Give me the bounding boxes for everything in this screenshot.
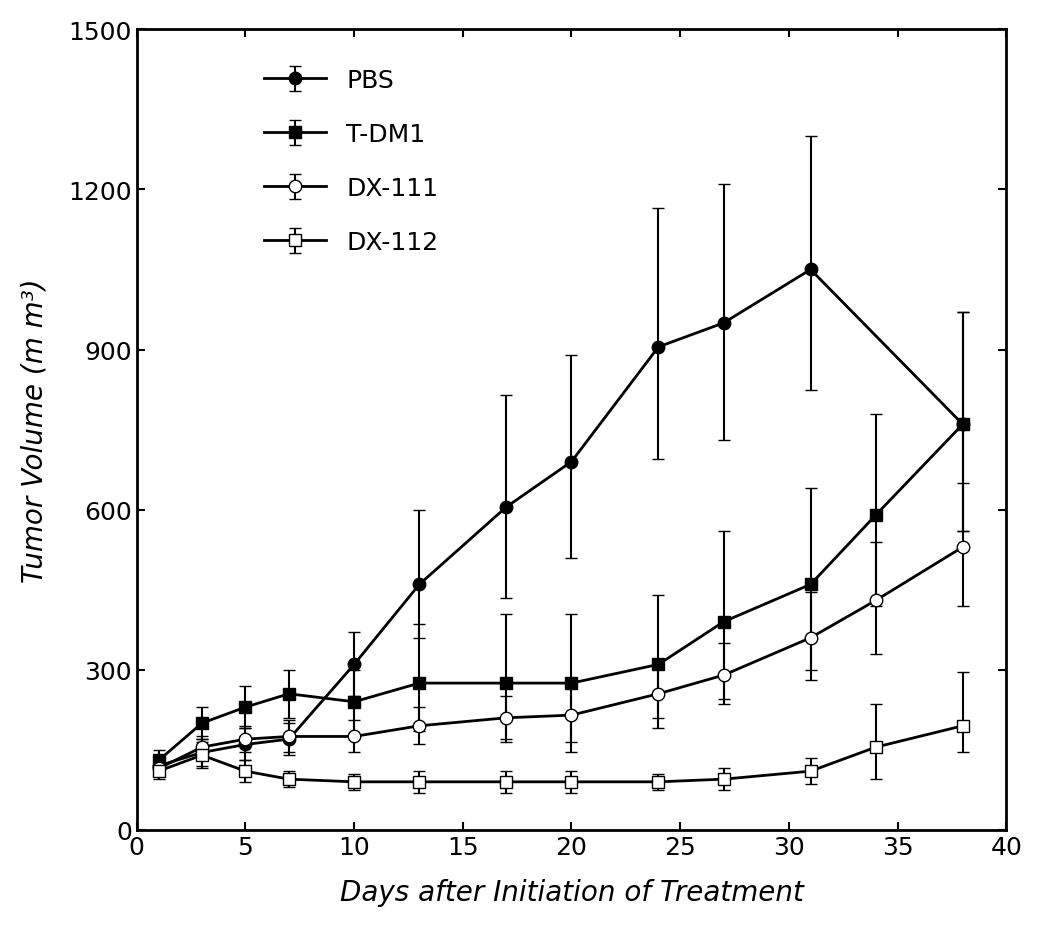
Legend: PBS, T-DM1, DX-111, DX-112: PBS, T-DM1, DX-111, DX-112	[253, 58, 448, 264]
X-axis label: Days after Initiation of Treatment: Days after Initiation of Treatment	[340, 878, 803, 907]
Y-axis label: Tumor Volume (m m³): Tumor Volume (m m³)	[21, 278, 49, 582]
